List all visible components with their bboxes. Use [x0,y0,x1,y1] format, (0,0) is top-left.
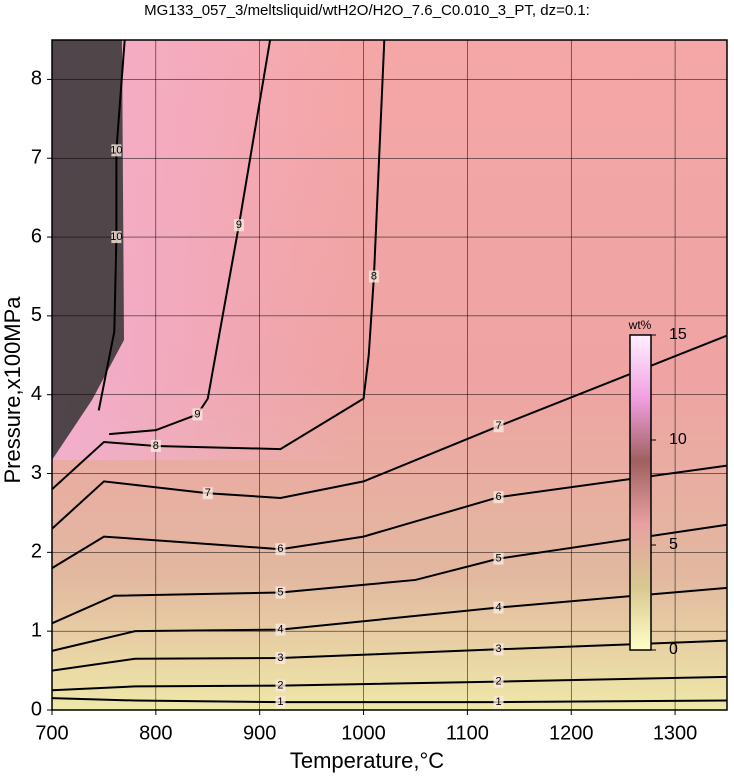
contour-label-bg [493,552,504,565]
colorbar [629,334,652,651]
colorbar-tick-label: 10 [669,431,687,448]
x-tick-label: 800 [139,722,172,744]
contour-label: 1 [277,696,283,708]
y-axis-title: Pressure,x100MPa [0,296,25,484]
x-tick-label: 1200 [549,722,594,744]
y-tick-label: 8 [31,68,42,90]
x-axis-title: Temperature,°C [290,748,444,773]
y-tick-label: 0 [31,698,42,720]
contour-label-bg [493,491,504,504]
y-tick-label: 2 [31,541,42,563]
colorbar-tick-label: 5 [669,536,678,553]
x-tick-label: 900 [243,722,276,744]
y-tick-label: 5 [31,304,42,326]
y-tick-label: 1 [31,619,42,641]
contour-label: 4 [495,601,501,613]
contour-label-bg [111,144,122,157]
contour-label: 2 [277,679,283,691]
contour-label-bg [275,651,286,664]
contour-label-bg [493,643,504,656]
x-tick-label: 700 [35,722,68,744]
contour-label-bg [192,408,203,421]
contour-line [51,39,386,491]
contour-label: 4 [277,624,283,636]
contour-label: 3 [277,652,283,664]
contour-label: 10 [110,144,122,156]
contour-label-bg [275,696,286,709]
y-tick-label: 7 [31,147,42,169]
contour-label: 5 [495,553,501,565]
y-tick-label: 3 [31,462,42,484]
contour-label-bg [493,675,504,688]
plot-frame [51,39,728,711]
chart-title: MG133_057_3/meltsliquid/wtH2O/H2O_7.6_C0… [144,2,590,19]
contour-label-bg [275,679,286,692]
contour-label: 3 [495,643,501,655]
x-tick-label: 1100 [446,722,489,744]
y-tick-label: 4 [31,383,42,405]
x-tick-label: 1300 [653,722,698,744]
contour-label-bg [275,586,286,599]
contour-label-bg [493,420,504,433]
contour-label-bg [202,487,213,500]
contour-label-bg [493,696,504,709]
contour-label: 5 [277,586,283,598]
contour-line [109,39,272,436]
contour-line [51,523,728,625]
contour-label: 9 [194,408,200,420]
contour-label-bg [275,543,286,556]
contour-label-bg [275,623,286,636]
y-tick-label: 6 [31,225,42,247]
contour-label: 8 [153,440,159,452]
colorbar-title: wt% [628,318,652,332]
contour-label: 6 [277,543,283,555]
contour-label-bg [150,439,161,452]
contour-label-bg [233,219,244,232]
contour-label: 8 [371,270,377,282]
contour-line [51,464,728,569]
contour-label: 10 [110,231,122,243]
dense-region [52,40,124,460]
contour-label: 6 [495,491,501,503]
colorbar-tick-label: 0 [669,641,678,658]
contour-label-bg [111,231,122,244]
contour-label: 2 [495,676,501,688]
contour-label: 1 [495,696,501,708]
contour-label: 7 [495,420,501,432]
contour-label-bg [493,601,504,614]
x-tick-label: 1000 [341,722,386,744]
colorbar-tick-label: 15 [669,326,687,343]
contour-label-bg [368,270,379,283]
contour-label: 7 [205,487,211,499]
contour-label: 9 [236,219,242,231]
